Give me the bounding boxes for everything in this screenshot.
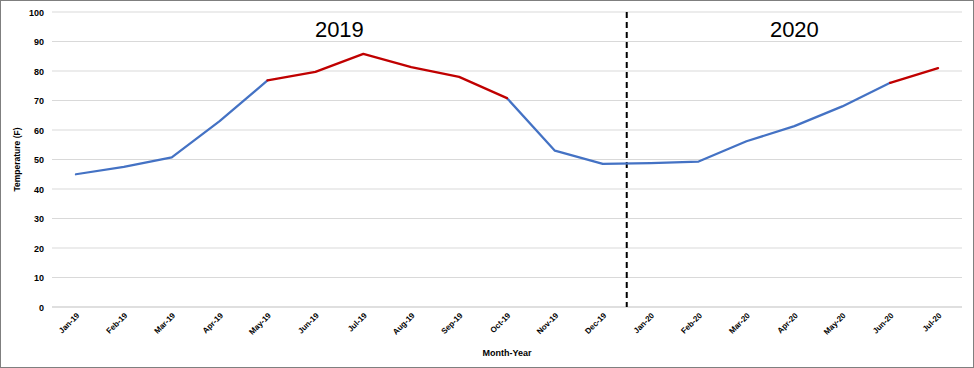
- y-tick-label: 80: [34, 67, 44, 77]
- y-tick-label: 70: [34, 96, 44, 106]
- x-tick-label: May-19: [247, 311, 273, 337]
- x-tick-label: Apr-20: [775, 311, 800, 336]
- grid: [52, 12, 962, 307]
- y-axis-title: Temperature (F): [12, 127, 22, 191]
- x-tick-label: Jan-19: [57, 311, 82, 336]
- y-tick-label: 50: [34, 155, 44, 165]
- x-tick-label: Mar-20: [727, 311, 752, 336]
- y-tick-label: 10: [34, 273, 44, 283]
- grid-line: [52, 248, 962, 249]
- x-tick-label: Feb-19: [105, 311, 130, 336]
- x-tick-label: Jun-19: [296, 311, 321, 336]
- period-divider: [626, 12, 628, 307]
- y-tick-label: 40: [34, 185, 44, 195]
- x-tick-label: Jan-20: [632, 311, 657, 336]
- x-tick-label: Jul-19: [346, 311, 369, 334]
- grid-line: [52, 307, 962, 308]
- grid-line: [52, 189, 962, 190]
- x-tick-label: Sep-19: [440, 311, 465, 336]
- grid-line: [52, 12, 962, 13]
- grid-line: [52, 41, 962, 42]
- y-tick-label: 100: [29, 8, 44, 18]
- x-tick-label: May-20: [822, 311, 848, 337]
- x-tick-label: Jul-20: [921, 311, 944, 334]
- x-tick-label: Apr-19: [201, 311, 226, 336]
- x-tick-label: Nov-19: [535, 311, 561, 337]
- line-series: [76, 80, 890, 174]
- line-series: [268, 54, 939, 98]
- grid-line: [52, 100, 962, 101]
- x-tick-label: Jun-20: [871, 311, 896, 336]
- grid-line: [52, 130, 962, 131]
- chart-border: [1, 1, 974, 368]
- period-label: 2019: [315, 17, 364, 42]
- x-tick-label: Aug-19: [391, 311, 417, 337]
- y-tick-label: 30: [34, 214, 44, 224]
- x-tick-label: Oct-19: [488, 311, 512, 335]
- y-tick-label: 0: [39, 303, 44, 313]
- x-tick-label: Feb-20: [679, 311, 704, 336]
- grid-line: [52, 218, 962, 219]
- x-tick-label: Dec-19: [583, 311, 608, 336]
- grid-line: [52, 159, 962, 160]
- x-axis-title: Month-Year: [482, 348, 532, 358]
- plot-area: [76, 54, 938, 174]
- chart-container: 0 10 20 30 40 50 60 70 80 90 100 Jan-19 Feb-19 Mar-19…: [0, 0, 974, 368]
- grid-line: [52, 71, 962, 72]
- y-axis: [52, 12, 53, 307]
- chart-svg: 0 10 20 30 40 50 60 70 80 90 100 Jan-19 Feb-19 Mar-19…: [0, 0, 974, 368]
- y-tick-label: 60: [34, 126, 44, 136]
- y-tick-label: 20: [34, 244, 44, 254]
- period-label: 2020: [770, 17, 819, 42]
- y-tick-label: 90: [34, 37, 44, 47]
- x-tick-label: Mar-19: [153, 311, 178, 336]
- grid-line: [52, 277, 962, 278]
